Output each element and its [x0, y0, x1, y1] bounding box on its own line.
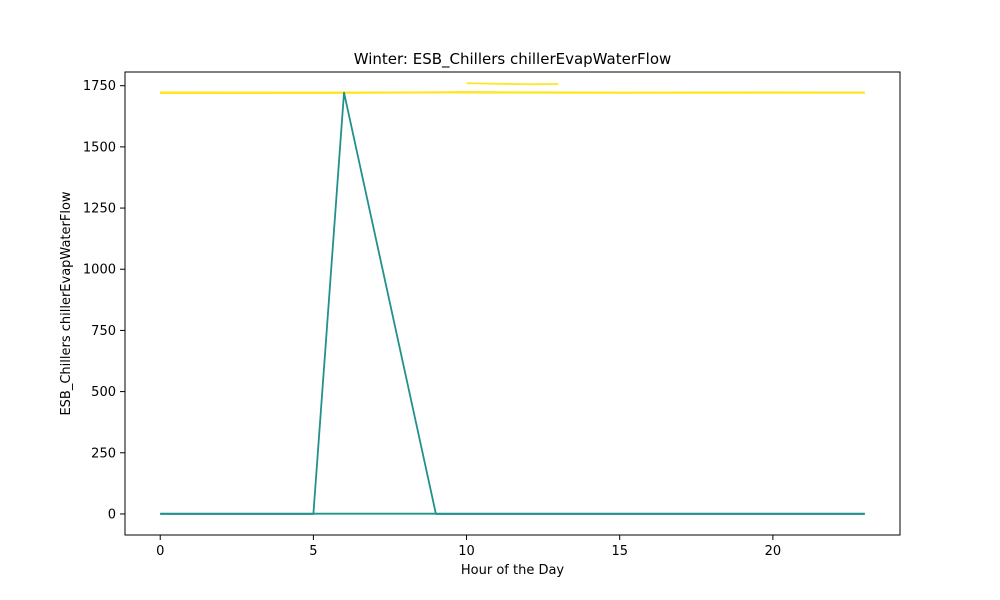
y-tick-label: 1250: [83, 202, 116, 217]
y-tick-label: 750: [91, 324, 116, 339]
chart-title: Winter: ESB_Chillers chillerEvapWaterFlo…: [354, 50, 672, 69]
y-tick-label: 0: [108, 507, 116, 522]
y-tick-label: 500: [91, 385, 116, 400]
y-tick-label: 1750: [83, 79, 116, 94]
x-tick-label: 20: [765, 544, 782, 559]
plot-frame: [124, 71, 901, 536]
series-layer: [160, 82, 865, 515]
x-tick-label: 0: [156, 544, 164, 559]
y-tick-label: 1500: [83, 140, 116, 155]
x-axis-label: Hour of the Day: [461, 563, 565, 578]
x-tick-label: 10: [458, 544, 475, 559]
x-tick-label: 15: [611, 544, 628, 559]
x-axis: 0 5 10 15 20: [156, 535, 781, 559]
y-axis: 0 250 500 750 1000 1250 1500 1750: [83, 79, 125, 522]
y-tick-label: 1000: [83, 263, 116, 278]
x-tick-label: 5: [309, 544, 317, 559]
series-line-5: [160, 91, 865, 515]
y-tick-label: 250: [91, 446, 116, 461]
series-line-4: [466, 82, 559, 86]
y-axis-label: ESB_Chillers chillerEvapWaterFlow: [59, 191, 74, 415]
